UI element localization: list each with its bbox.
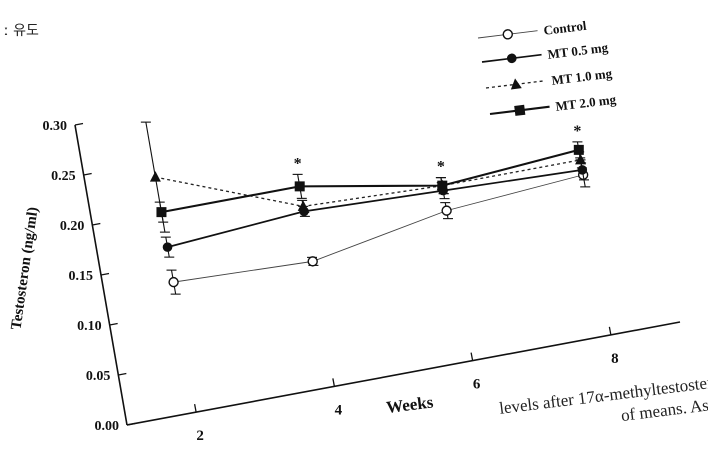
series-line [173, 174, 584, 283]
data-point [437, 180, 448, 191]
legend-entry: Control [477, 18, 588, 40]
y-tick-label: 0.00 [95, 419, 120, 434]
x-tick-label: 8 [611, 351, 619, 367]
data-point [441, 205, 452, 216]
y-tick [126, 422, 136, 426]
y-axis-title: Testosteron (ng/ml) [9, 206, 42, 331]
legend-marker [506, 53, 517, 64]
legend-marker [514, 104, 526, 116]
legend-label: MT 0.5 mg [547, 40, 610, 62]
x-tick [608, 326, 612, 335]
x-axis-line [126, 321, 681, 426]
x-tick-label: 6 [473, 377, 481, 393]
y-tick [83, 172, 92, 176]
data-point [577, 165, 588, 175]
data-point [162, 242, 173, 252]
y-tick [118, 372, 127, 376]
y-tick-label: 0.30 [43, 119, 68, 134]
series-line [167, 169, 583, 248]
legend-label: Control [543, 18, 588, 38]
y-tick-label: 0.20 [60, 219, 85, 234]
x-tick-label: 4 [335, 402, 343, 418]
significance-asterisk: * [294, 155, 302, 172]
significance-asterisk: * [573, 123, 581, 140]
legend-label: MT 1.0 mg [551, 66, 614, 88]
x-tick-label: 2 [196, 428, 204, 444]
legend-entry: MT 0.5 mg [481, 40, 610, 64]
series-mt-0-5-mg [160, 159, 590, 258]
x-tick [193, 404, 197, 413]
y-tick [74, 122, 84, 126]
legend-label: MT 2.0 mg [555, 92, 618, 114]
y-tick [100, 272, 110, 276]
y-tick [109, 322, 118, 326]
y-tick-label: 0.25 [51, 169, 76, 184]
y-tick-label: 0.10 [77, 319, 102, 334]
y-tick [92, 222, 101, 226]
series-line [161, 148, 580, 214]
legend-marker [510, 78, 522, 90]
x-tick [470, 352, 474, 361]
legend-entry: MT 2.0 mg [489, 92, 618, 116]
data-point [297, 200, 309, 211]
data-point [575, 153, 587, 165]
series-control [166, 162, 591, 295]
data-point [307, 256, 318, 267]
x-tick [332, 378, 336, 387]
legend-marker [502, 29, 513, 40]
data-point [156, 207, 167, 218]
x-axis-title: Weeks [385, 392, 435, 417]
legend-entry: MT 1.0 mg [485, 66, 614, 90]
y-tick-label: 0.05 [86, 369, 111, 384]
series-mt-2-0-mg [154, 141, 586, 223]
data-point [294, 181, 305, 192]
series-mt-1-0-mg [140, 121, 587, 233]
data-point [573, 144, 584, 155]
data-point [149, 171, 161, 182]
significance-asterisk: * [437, 159, 445, 176]
chart-plot-area: * * * [140, 121, 591, 295]
korean-header-fragment: ː 유도 [4, 23, 39, 39]
series-line [155, 159, 581, 208]
y-tick-label: 0.15 [69, 269, 94, 284]
data-point [168, 276, 179, 288]
